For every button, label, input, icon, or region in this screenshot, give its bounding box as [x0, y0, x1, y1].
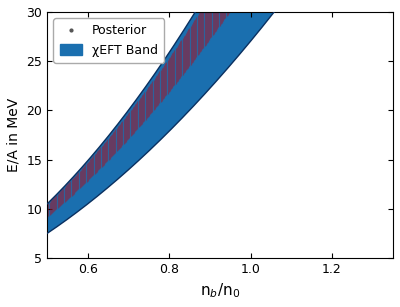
- Y-axis label: E/A in MeV: E/A in MeV: [7, 98, 21, 172]
- Legend: Posterior, χEFT Band: Posterior, χEFT Band: [54, 18, 164, 63]
- X-axis label: n$_b$/n$_0$: n$_b$/n$_0$: [200, 281, 240, 300]
